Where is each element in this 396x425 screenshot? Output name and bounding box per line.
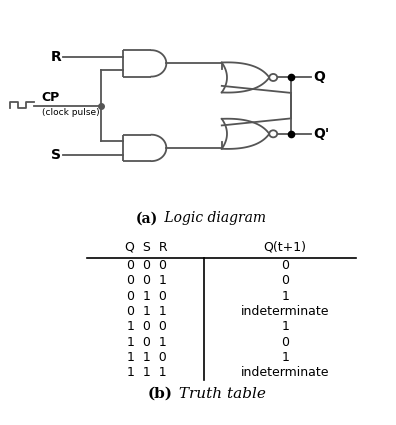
Text: Logic diagram: Logic diagram bbox=[160, 211, 267, 225]
Text: Q': Q' bbox=[313, 127, 329, 141]
Text: 0  1  1: 0 1 1 bbox=[127, 305, 166, 318]
Circle shape bbox=[269, 74, 277, 81]
Text: Q: Q bbox=[313, 71, 325, 85]
Text: 1  0  0: 1 0 0 bbox=[127, 320, 166, 334]
Text: CP: CP bbox=[42, 91, 60, 104]
Text: 1  1  0: 1 1 0 bbox=[127, 351, 166, 364]
Text: 1: 1 bbox=[281, 290, 289, 303]
Text: 0  1  0: 0 1 0 bbox=[127, 290, 166, 303]
Text: 0: 0 bbox=[281, 336, 289, 349]
Text: indeterminate: indeterminate bbox=[241, 366, 329, 380]
Text: 1: 1 bbox=[281, 320, 289, 334]
Text: R: R bbox=[51, 50, 61, 64]
Text: 1  1  1: 1 1 1 bbox=[127, 366, 166, 380]
Text: indeterminate: indeterminate bbox=[241, 305, 329, 318]
Text: 1: 1 bbox=[281, 351, 289, 364]
Text: Truth table: Truth table bbox=[174, 387, 266, 401]
Text: S: S bbox=[51, 147, 61, 162]
Text: 0  0  1: 0 0 1 bbox=[127, 275, 166, 287]
Text: 0: 0 bbox=[281, 275, 289, 287]
Circle shape bbox=[269, 130, 277, 137]
Text: (b): (b) bbox=[147, 387, 172, 401]
Text: 0  0  0: 0 0 0 bbox=[126, 259, 167, 272]
Text: 0: 0 bbox=[281, 259, 289, 272]
Text: (a): (a) bbox=[136, 211, 158, 225]
Text: Q  S  R: Q S R bbox=[125, 241, 168, 254]
Text: Q(t+1): Q(t+1) bbox=[264, 241, 307, 254]
Text: (clock pulse): (clock pulse) bbox=[42, 108, 99, 117]
Text: 1  0  1: 1 0 1 bbox=[127, 336, 166, 349]
